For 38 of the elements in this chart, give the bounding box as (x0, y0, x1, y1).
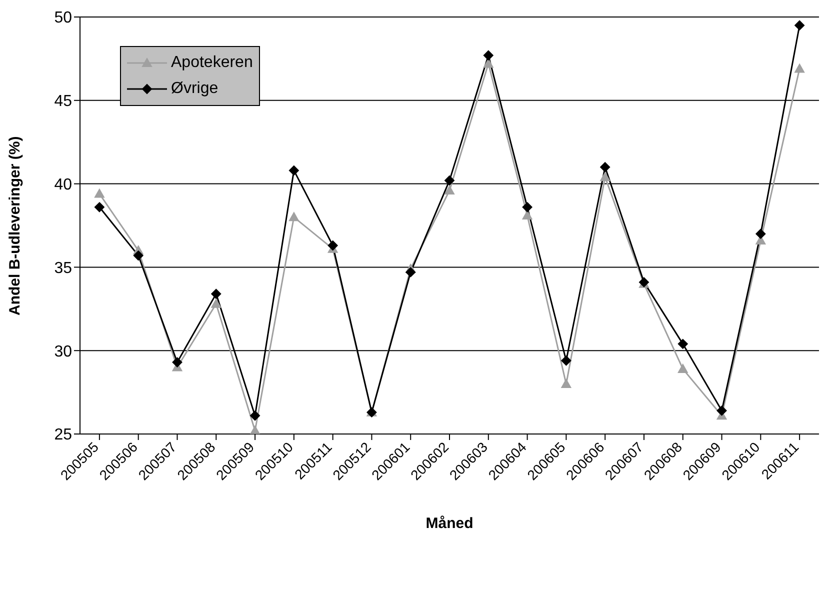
point (133, 250, 144, 261)
point (288, 212, 299, 222)
point (794, 20, 805, 30)
y-tick-label: 30 (54, 343, 72, 360)
point (716, 406, 727, 416)
y-tick-label: 25 (54, 426, 72, 444)
point (483, 50, 494, 60)
point (250, 410, 260, 421)
point (211, 298, 222, 308)
y-tick-label: 50 (54, 10, 72, 27)
point (561, 378, 572, 388)
point (522, 202, 532, 212)
point (250, 426, 260, 434)
point (561, 356, 572, 366)
y-axis-title: Andel B-udleveringer (%) (6, 136, 24, 316)
y-tick-label: 35 (54, 260, 72, 277)
point (678, 364, 688, 373)
point (406, 267, 416, 278)
point (794, 64, 805, 73)
point (94, 202, 104, 212)
point (211, 288, 222, 299)
point (444, 175, 454, 186)
point (328, 240, 338, 251)
y-tick-label: 45 (54, 93, 72, 110)
point (444, 185, 454, 194)
point (483, 58, 494, 68)
point (756, 228, 766, 239)
legend-label: Apotekeren (171, 54, 253, 72)
point (600, 162, 610, 172)
point (94, 188, 104, 198)
x-axis-title: Måned (426, 515, 474, 532)
point (600, 172, 610, 182)
point (522, 210, 532, 220)
point (288, 165, 299, 176)
point (172, 357, 182, 368)
point (678, 338, 688, 349)
legend-label: Øvrige (171, 80, 218, 98)
y-tick-label: 40 (54, 176, 72, 194)
